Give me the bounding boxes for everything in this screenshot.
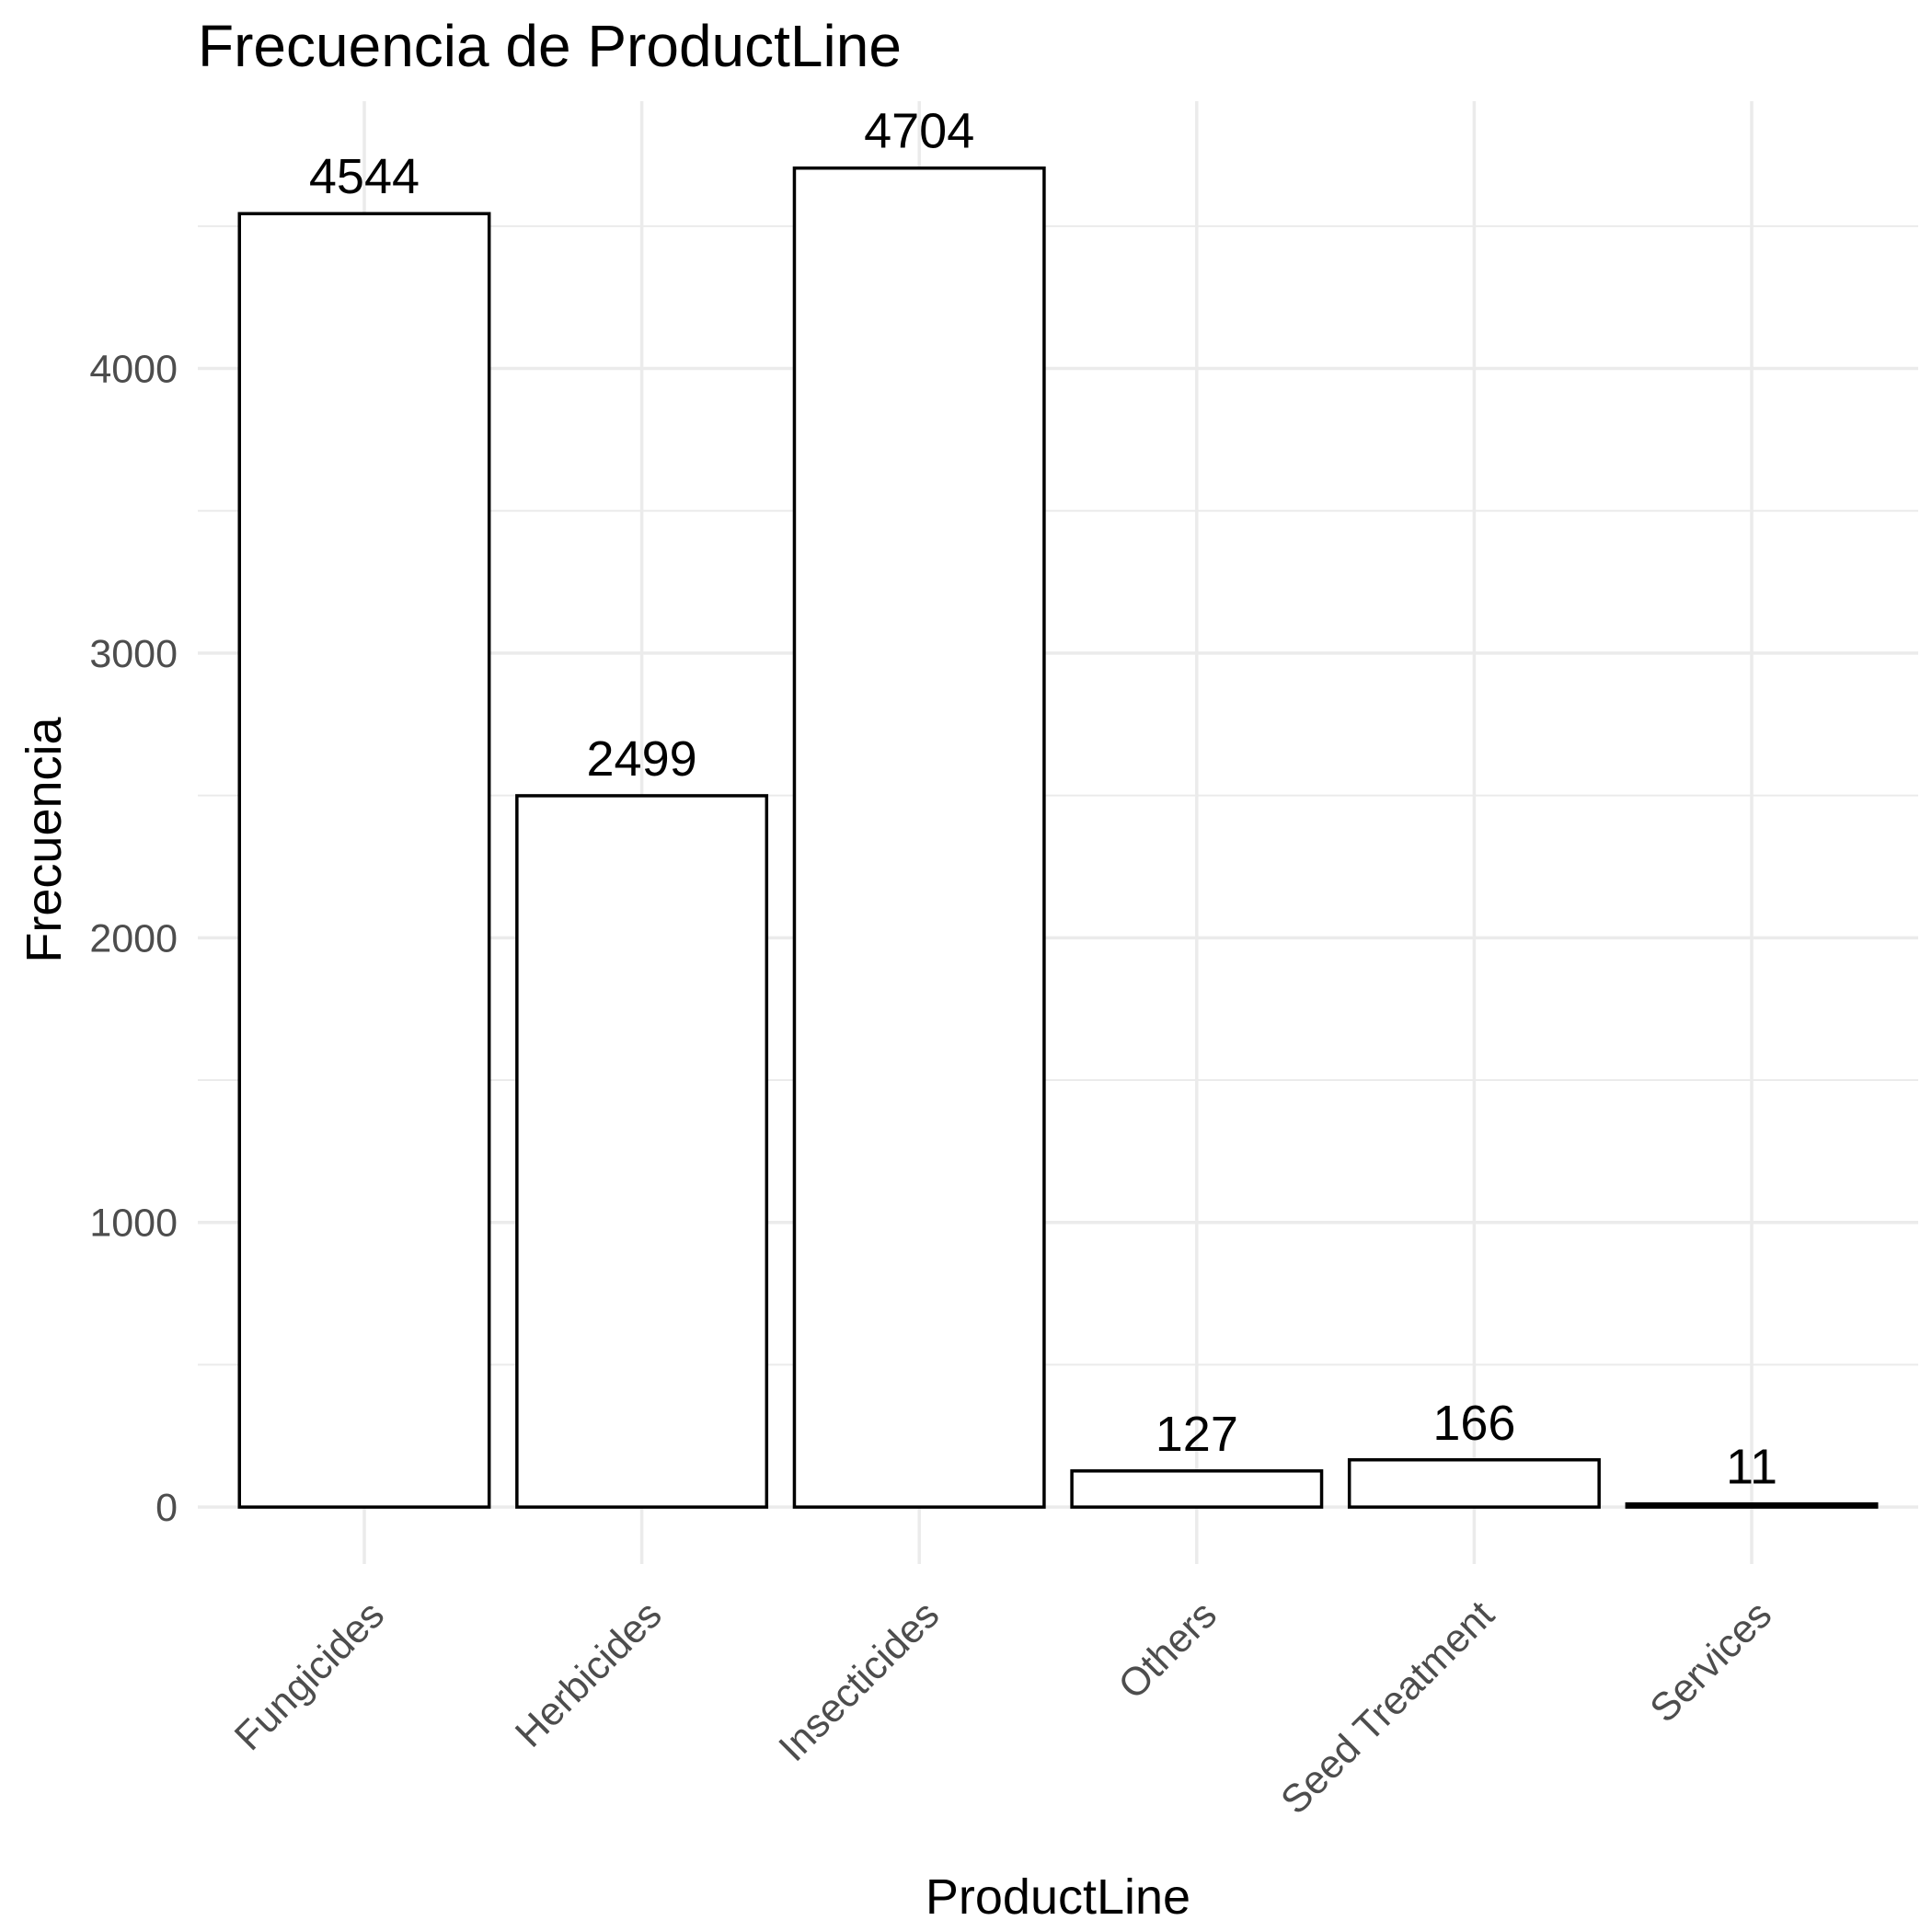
bar — [1347, 1458, 1601, 1509]
y-tick-label: 0 — [155, 1486, 178, 1530]
bar — [237, 212, 491, 1509]
y-axis-tick-labels: 0 1000 2000 3000 4000 — [89, 348, 178, 1531]
y-tick-label: 4000 — [89, 348, 178, 392]
chart-title: Frecuencia de ProductLine — [198, 13, 902, 79]
bar — [515, 794, 769, 1509]
bar-value-labels: 4544 2499 4704 127 166 11 — [309, 104, 1777, 1495]
bar-value-label: 4544 — [309, 149, 420, 204]
bar-value-label: 166 — [1432, 1396, 1515, 1451]
x-tick-label: Others — [1110, 1593, 1225, 1708]
x-tick-label: Fungicides — [226, 1593, 393, 1759]
bar-value-label: 127 — [1156, 1407, 1238, 1462]
bars — [237, 166, 1879, 1509]
x-tick-label: Herbicides — [507, 1593, 671, 1756]
bar — [1625, 1501, 1879, 1509]
y-axis-title: Frecuencia — [17, 716, 72, 962]
bar-value-label: 2499 — [587, 731, 697, 787]
x-tick-label: Seed Treatment — [1272, 1593, 1502, 1823]
y-tick-label: 1000 — [89, 1202, 178, 1246]
y-tick-label: 2000 — [89, 916, 178, 960]
x-axis-tick-labels: Fungicides Herbicides Insecticides Others Se… — [226, 1593, 1780, 1823]
x-tick-label: Insecticides — [770, 1593, 948, 1770]
x-tick-label: Services — [1642, 1593, 1781, 1731]
bar-value-label: 4704 — [864, 104, 974, 159]
x-axis-title: ProductLine — [926, 1869, 1190, 1925]
bar — [792, 166, 1046, 1509]
bar-value-label: 11 — [1726, 1440, 1777, 1495]
bar — [1070, 1469, 1324, 1509]
y-tick-label: 3000 — [89, 632, 178, 676]
